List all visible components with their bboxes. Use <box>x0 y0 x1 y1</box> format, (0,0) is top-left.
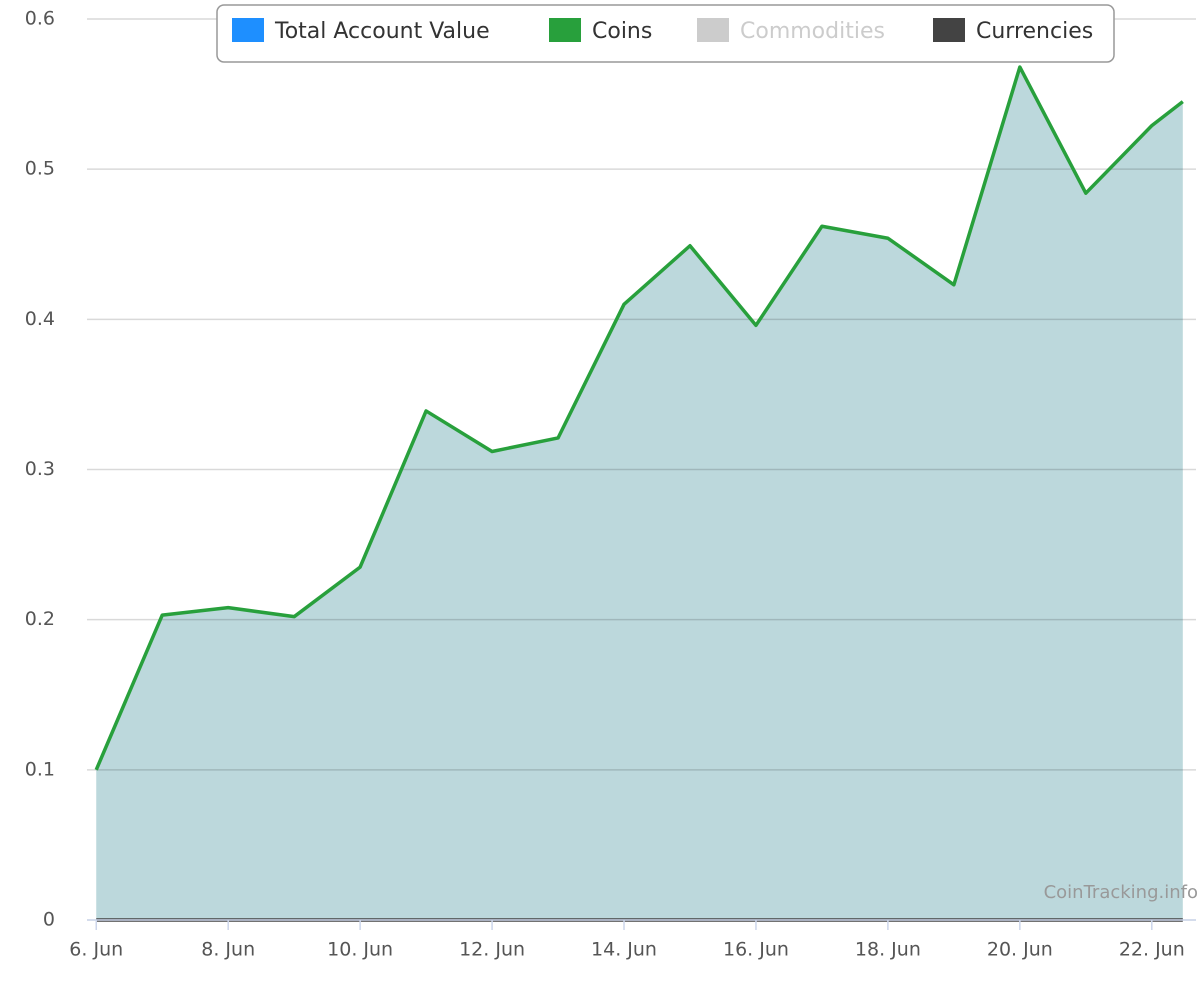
y-tick-label: 0.5 <box>25 158 55 180</box>
x-tick-label: 22. Jun <box>1119 939 1185 961</box>
legend-swatch <box>933 18 965 42</box>
watermark: CoinTracking.info <box>1044 882 1198 903</box>
legend-label[interactable]: Total Account Value <box>274 19 490 44</box>
y-tick-label: 0.2 <box>25 608 55 630</box>
line <box>94 65 1184 771</box>
y-tick-label: 0.1 <box>25 758 55 780</box>
x-tick-label: 12. Jun <box>459 939 525 961</box>
legend-label[interactable]: Coins <box>592 19 652 44</box>
x-tick-label: 18. Jun <box>855 939 921 961</box>
x-tick-label: 10. Jun <box>327 939 393 961</box>
legend: Total Account Value Coins Commodities Curre… <box>216 4 1115 63</box>
y-tick-label: 0.6 <box>25 8 55 30</box>
area <box>96 67 1183 920</box>
legend-label[interactable]: Currencies <box>976 19 1093 44</box>
x-tick-label: 6. Jun <box>69 939 123 961</box>
legend-label[interactable]: Commodities <box>740 19 885 44</box>
legend-swatch <box>697 18 729 42</box>
y-tick-label: 0.3 <box>25 458 55 480</box>
x-tick-label: 14. Jun <box>591 939 657 961</box>
x-tick-label: 16. Jun <box>723 939 789 961</box>
legend-swatch <box>232 18 264 42</box>
legend-box <box>216 4 1115 63</box>
x-tick-label: 8. Jun <box>201 939 255 961</box>
y-tick-label: 0 <box>43 909 55 931</box>
legend-swatch <box>549 18 581 42</box>
plot-area <box>87 18 1196 922</box>
x-tick-label: 20. Jun <box>987 939 1053 961</box>
y-tick-label: 0.4 <box>25 308 55 330</box>
